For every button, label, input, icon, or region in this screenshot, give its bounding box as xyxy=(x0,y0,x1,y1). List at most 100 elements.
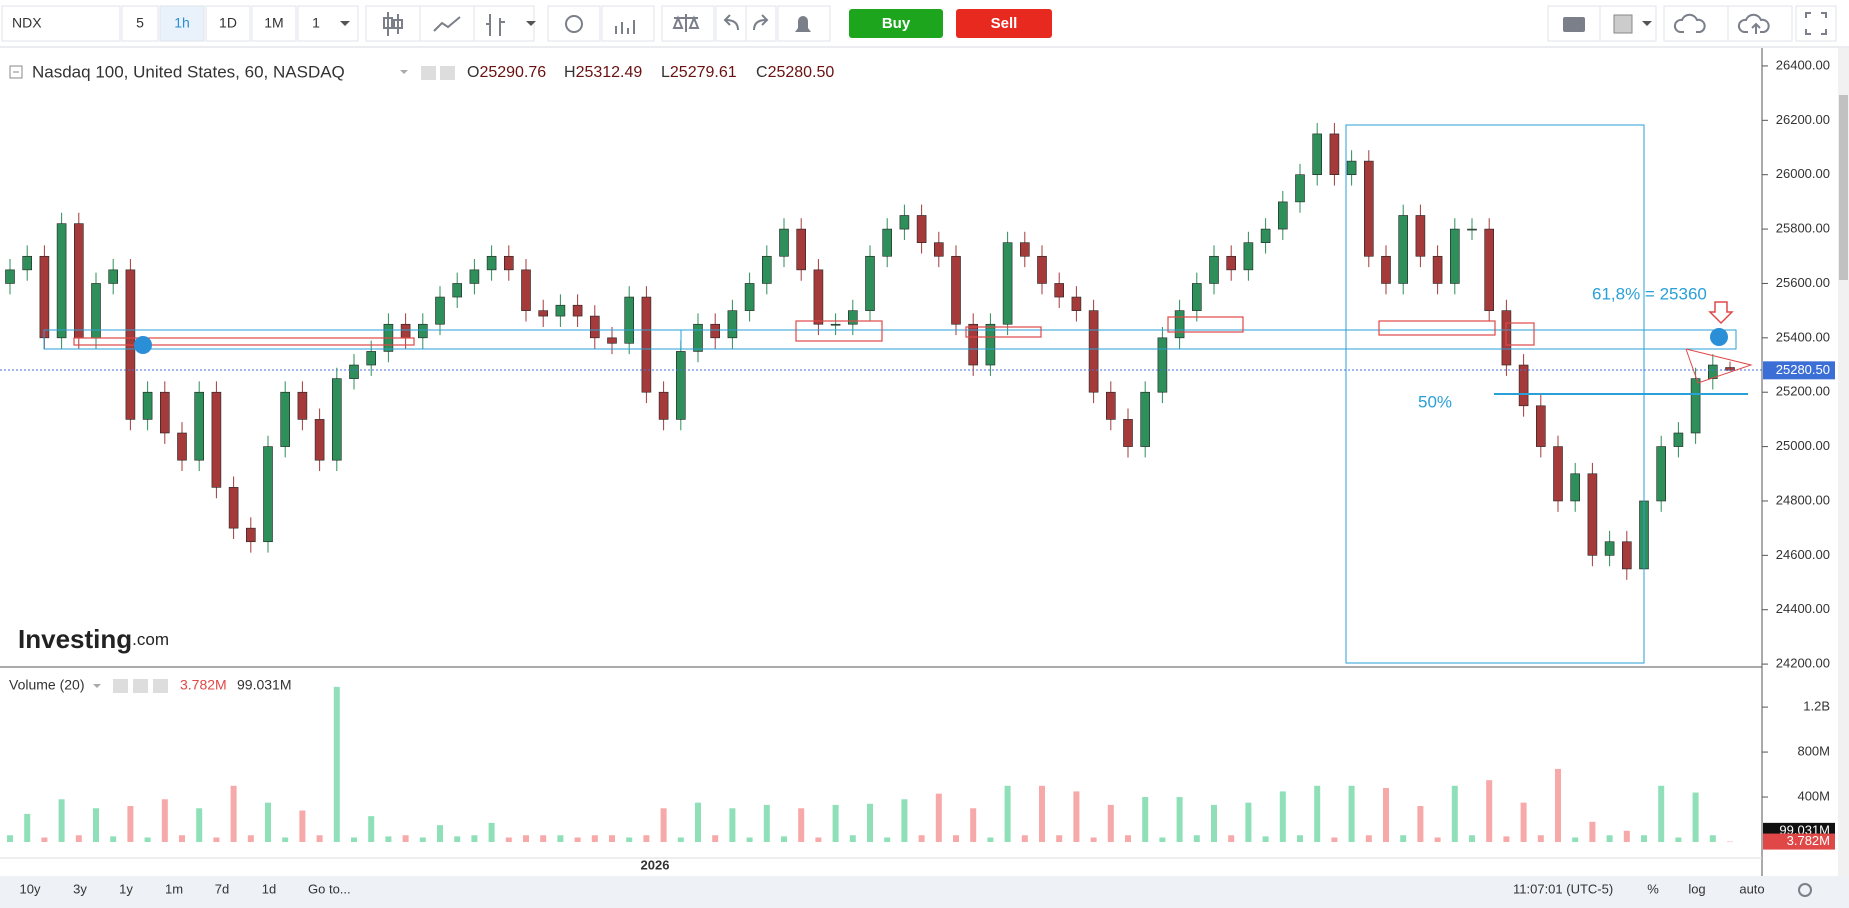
volume-bar xyxy=(609,835,615,842)
fullscreen-button[interactable] xyxy=(1795,5,1837,42)
volume-bar xyxy=(781,836,787,842)
interval: 1D xyxy=(219,15,237,31)
pivot-marker[interactable] xyxy=(1710,328,1728,346)
volume-bar xyxy=(110,836,117,842)
volume-bar xyxy=(93,808,99,842)
candle-body xyxy=(400,323,411,339)
settings-button[interactable] xyxy=(547,5,601,42)
volume-bar xyxy=(918,835,925,842)
sell-button[interactable] xyxy=(956,9,1052,38)
ohlc: C25280.50 xyxy=(756,64,834,81)
ohlc-value: 25312.49 xyxy=(576,64,643,81)
volume-tag-label: 99.031M xyxy=(1779,822,1830,837)
eye-icon[interactable] xyxy=(113,679,128,693)
buy-button[interactable] xyxy=(849,9,943,38)
candle-body xyxy=(1002,242,1013,325)
volume-bar xyxy=(660,808,667,842)
bar-icon xyxy=(486,14,505,36)
candle-body xyxy=(486,255,497,271)
candle-body xyxy=(366,351,377,366)
volume-bar xyxy=(471,835,478,842)
volume-tag xyxy=(1763,833,1835,850)
settings-icon[interactable] xyxy=(1798,883,1812,897)
volume-bar xyxy=(1021,835,1028,842)
range-button[interactable]: 3y xyxy=(73,881,87,896)
triangle-side xyxy=(1685,348,1699,384)
dropdown-arrow xyxy=(1642,21,1652,26)
volume-bar xyxy=(1245,802,1252,842)
candle-body xyxy=(1518,364,1529,407)
ohlc-value: 25280.50 xyxy=(768,64,835,81)
candle-body xyxy=(349,364,359,379)
volume-ma: 99.031M xyxy=(237,677,291,693)
save-button[interactable] xyxy=(1727,5,1793,42)
alert-icon xyxy=(795,16,811,32)
line-tool-button[interactable] xyxy=(419,5,475,42)
candle-body xyxy=(1467,228,1477,231)
date-label: 2026 xyxy=(641,857,670,872)
red-zone xyxy=(1167,316,1244,333)
candle-body xyxy=(1295,174,1305,203)
candle-body xyxy=(779,228,789,257)
fullscreen-icon xyxy=(1805,12,1827,35)
candle-body xyxy=(1690,378,1701,434)
down-arrow xyxy=(1708,301,1734,325)
candle-body xyxy=(538,310,549,317)
settings-icon[interactable] xyxy=(440,66,455,80)
auto-toggle[interactable]: auto xyxy=(1739,881,1764,896)
candle-body xyxy=(74,223,84,339)
multiplier-select[interactable] xyxy=(297,5,359,42)
candle-body xyxy=(56,223,67,339)
volume-bar xyxy=(230,785,237,842)
range-button[interactable]: 10y xyxy=(20,881,41,896)
y-tick-label: 25800.00 xyxy=(1776,221,1830,236)
candle-body xyxy=(607,337,617,344)
close-icon[interactable] xyxy=(153,679,168,693)
watermark-suffix: .com xyxy=(132,630,169,649)
interval-button[interactable] xyxy=(251,5,297,42)
eye-icon[interactable] xyxy=(421,66,436,80)
candle-body xyxy=(813,269,824,325)
ohlc-key: L xyxy=(661,64,670,81)
range-button[interactable]: 1y xyxy=(119,881,133,896)
candle-body xyxy=(1243,242,1254,271)
collapse-box[interactable] xyxy=(9,65,23,79)
indicators-button[interactable] xyxy=(601,5,655,42)
range-button[interactable]: 1d xyxy=(262,881,276,896)
interval-button-active[interactable] xyxy=(159,5,205,42)
y-tick-label: 25000.00 xyxy=(1776,438,1830,453)
redo-button[interactable] xyxy=(745,5,777,42)
goto-button[interactable]: Go to... xyxy=(308,881,351,896)
volume-bar xyxy=(1555,768,1561,842)
volume-bar xyxy=(1159,837,1166,842)
candle-body xyxy=(435,296,445,325)
load-button[interactable] xyxy=(1663,5,1729,42)
scrollbar[interactable] xyxy=(1838,48,1849,876)
volume-bar xyxy=(1709,835,1716,842)
pivot-marker[interactable] xyxy=(134,336,152,354)
y-tick-label: 26200.00 xyxy=(1776,112,1830,127)
symbol: NDX xyxy=(12,15,42,31)
watermark: Investing.com xyxy=(18,624,169,654)
percent-toggle[interactable]: % xyxy=(1647,881,1659,896)
symbol-input[interactable] xyxy=(1,5,121,42)
volume-bar xyxy=(75,835,82,842)
log-toggle[interactable]: log xyxy=(1688,881,1705,896)
range-button[interactable]: 1m xyxy=(165,881,183,896)
candle-body xyxy=(1260,228,1271,243)
ohlc-value: 25279.61 xyxy=(670,64,737,81)
scrollbar-thumb[interactable] xyxy=(1839,95,1848,280)
range-button[interactable]: 7d xyxy=(215,881,229,896)
volume-bar xyxy=(1228,835,1235,842)
undo-button[interactable] xyxy=(715,5,747,42)
compare-button[interactable] xyxy=(661,5,715,42)
candle-body xyxy=(39,255,50,339)
volume-bar xyxy=(316,835,323,842)
candle-body xyxy=(1312,133,1322,175)
settings-icon[interactable] xyxy=(133,679,148,693)
candle-body xyxy=(1673,432,1684,447)
bar-tool-button[interactable] xyxy=(473,5,535,42)
volume-bar xyxy=(1090,837,1097,842)
interval-button[interactable] xyxy=(121,5,159,42)
interval-button[interactable] xyxy=(205,5,251,42)
